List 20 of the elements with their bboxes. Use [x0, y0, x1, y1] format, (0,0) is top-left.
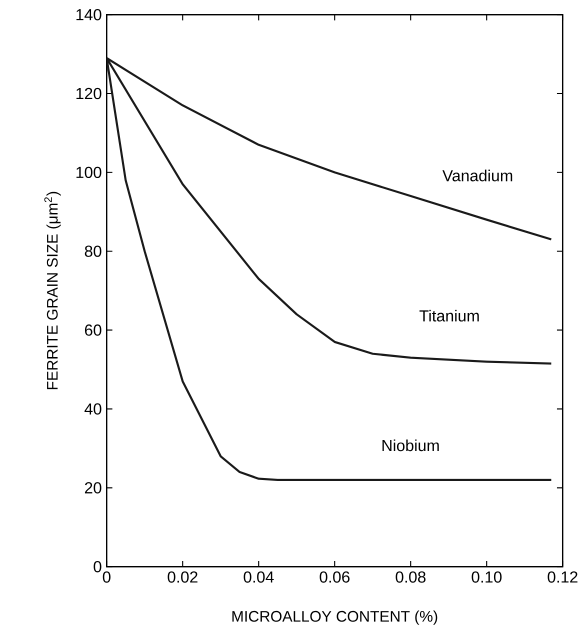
x-tick-label: 0.06 [320, 571, 350, 583]
series-label: Niobium [382, 439, 439, 452]
x-tick-label: 0.04 [244, 571, 274, 583]
y-tick-label: 60 [84, 324, 102, 336]
x-tick-label: 0.10 [472, 571, 502, 583]
x-tick-label: 0.12 [548, 571, 578, 583]
text: Titanium [419, 310, 479, 322]
x-tick-label: 0.08 [396, 571, 426, 583]
y-tick-label: 0 [94, 561, 102, 572]
y-tick-label: 120 [76, 88, 102, 100]
y-axis-title: FERRITE GRAIN SIZE (μm$^{2}$) [44, 192, 61, 390]
y-tick-label: 100 [76, 166, 102, 178]
series-label: Vanadium [442, 170, 512, 182]
x-axis-title: MICROALLOY CONTENT (%) [232, 610, 438, 625]
x-tick-label: 0.02 [168, 571, 198, 583]
y-tick-label: 80 [84, 246, 102, 257]
y-tick-label: 140 [76, 9, 102, 20]
x-tick-label: 0 [102, 571, 110, 583]
y-tick-label: 20 [84, 482, 102, 494]
y-tick-label: 40 [84, 403, 102, 415]
